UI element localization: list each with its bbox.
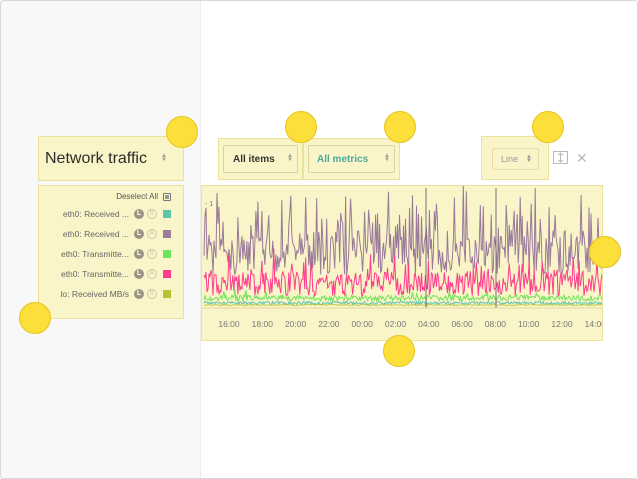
items-select-frame <box>223 145 298 173</box>
right-axis-button[interactable]: R <box>147 249 157 259</box>
x-tick-label: 12:00 <box>551 319 573 329</box>
color-swatch[interactable] <box>163 270 171 278</box>
marker-dot <box>532 111 564 143</box>
x-tick-label: 08:00 <box>485 319 507 329</box>
right-axis-button[interactable]: R <box>147 229 157 239</box>
sort-arrows-icon: ▲ ▼ <box>526 154 532 164</box>
close-icon[interactable]: ✕ <box>576 150 588 166</box>
panel-title: Network traffic <box>45 149 147 167</box>
x-tick-label: 10:00 <box>518 319 540 329</box>
legend-item[interactable]: eth0: Transmitte... L R <box>53 248 171 260</box>
panel-selector[interactable]: Network traffic ▲ ▼ <box>38 136 184 181</box>
legend-item-label: eth0: Transmitte... <box>60 269 129 279</box>
x-tick-label: 14:00 <box>585 319 603 329</box>
series-transmitted-line <box>203 289 602 303</box>
marker-dot <box>19 302 51 334</box>
legend-item[interactable]: eth0: Received ... L R <box>53 228 171 240</box>
items-select[interactable]: All items ▲ ▼ <box>218 138 303 180</box>
chart-svg: - 1 16:00 18:00 20:00 22:00 00:00 02:00 04:00 06… <box>202 186 603 329</box>
left-axis-button[interactable]: L <box>134 269 144 279</box>
sort-arrows-icon: ▲ ▼ <box>161 153 167 163</box>
metrics-select[interactable]: All metrics ▲ ▼ <box>303 138 400 180</box>
deselect-all-label: Deselect All <box>116 192 158 201</box>
sort-arrows-icon: ▲ ▼ <box>287 153 293 163</box>
fit-icon[interactable] <box>553 151 568 167</box>
right-axis-button[interactable]: R <box>147 209 157 219</box>
color-swatch[interactable] <box>163 250 171 258</box>
marker-dot <box>589 236 621 268</box>
x-tick-label: 20:00 <box>285 319 307 329</box>
left-axis-button[interactable]: L <box>134 229 144 239</box>
chart-type-select[interactable]: Line ▲ ▼ <box>492 148 539 170</box>
sort-arrows-icon: ▲ ▼ <box>384 153 390 163</box>
legend-item-label: eth0: Transmitte... <box>60 249 129 259</box>
x-tick-label: 00:00 <box>352 319 374 329</box>
legend-item[interactable]: eth0: Received ... L R <box>53 208 171 220</box>
legend-item-label: eth0: Received ... <box>62 209 129 219</box>
color-swatch[interactable] <box>163 230 171 238</box>
legend-item-label: eth0: Received ... <box>62 229 129 239</box>
x-tick-label: 02:00 <box>385 319 407 329</box>
series-lo-line <box>203 303 602 307</box>
left-axis-button[interactable]: L <box>134 289 144 299</box>
x-tick-label: 04:00 <box>418 319 440 329</box>
chart-type-label: Line <box>501 154 519 164</box>
color-swatch[interactable] <box>163 210 171 218</box>
items-select-label: All items <box>233 153 275 165</box>
legend-item[interactable]: eth0: Transmitte... L R <box>53 268 171 280</box>
marker-dot <box>383 335 415 367</box>
series-received-line <box>203 186 602 278</box>
x-tick-label: 06:00 <box>451 319 473 329</box>
x-tick-label: 22:00 <box>318 319 340 329</box>
metrics-select-label: All metrics <box>317 153 369 165</box>
right-axis-button[interactable]: R <box>147 289 157 299</box>
legend-item-label: lo: Received MB/s <box>60 289 130 299</box>
series-transmitted-line <box>203 248 602 298</box>
checkbox-icon[interactable] <box>163 192 171 201</box>
x-tick-label: 18:00 <box>252 319 274 329</box>
deselect-all-button[interactable]: Deselect All <box>116 192 171 201</box>
marker-dot <box>384 111 416 143</box>
left-axis-button[interactable]: L <box>134 209 144 219</box>
marker-dot <box>285 111 317 143</box>
x-tick-label: 16:00 <box>218 319 240 329</box>
color-swatch[interactable] <box>163 290 171 298</box>
legend-item[interactable]: lo: Received MB/s L R <box>53 288 171 300</box>
left-axis-button[interactable]: L <box>134 249 144 259</box>
chart-type-selector[interactable]: Line ▲ ▼ <box>481 136 549 180</box>
y-tick-label: - 1 <box>205 201 213 208</box>
metrics-select-frame <box>308 145 395 173</box>
chart-area[interactable]: - 1 16:00 18:00 20:00 22:00 00:00 02:00 04:00 06… <box>201 185 603 341</box>
marker-dot <box>166 116 198 148</box>
right-axis-button[interactable]: R <box>147 269 157 279</box>
series-received-line <box>203 300 602 306</box>
